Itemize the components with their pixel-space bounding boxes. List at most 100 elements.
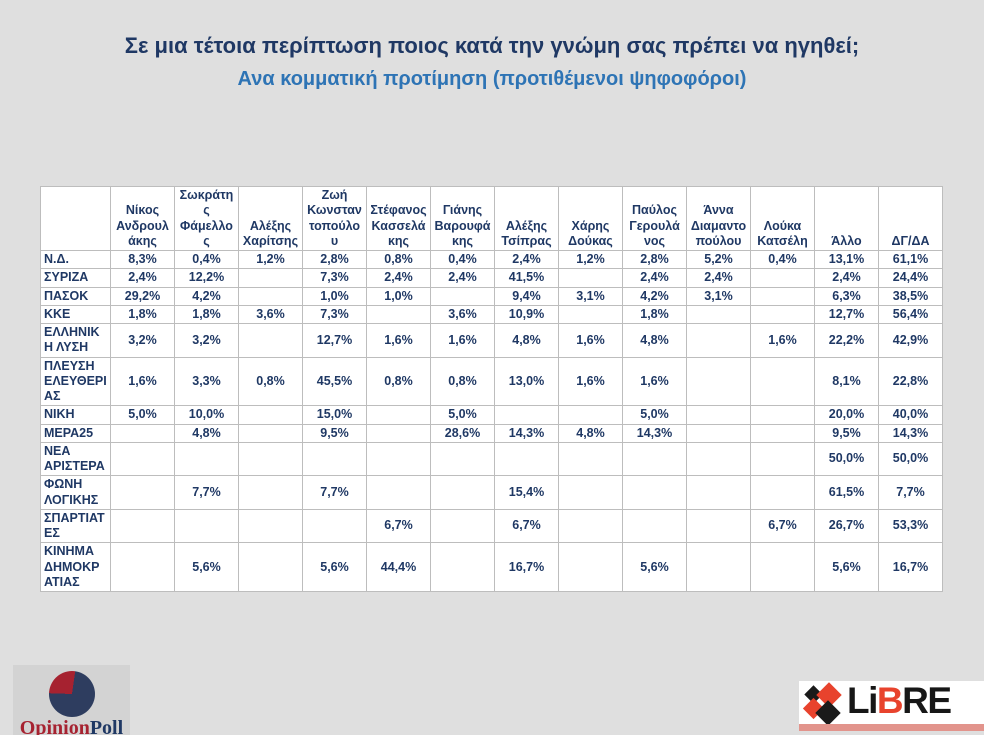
table-cell: 50,0% — [814, 441, 879, 477]
table-cell — [558, 304, 623, 325]
table-cell — [110, 441, 175, 477]
table-cell — [558, 441, 623, 477]
table-cell: 6,7% — [494, 508, 559, 544]
table-cell — [750, 423, 815, 443]
table-cell: 24,4% — [878, 268, 943, 288]
table-cell — [302, 508, 367, 544]
table-cell — [238, 286, 303, 306]
table-cell: 41,5% — [494, 268, 559, 288]
row-label-10: ΣΠΑΡΤΙΑΤΕΣ — [40, 508, 111, 544]
table-cell — [174, 508, 239, 544]
table-cell: 5,2% — [686, 249, 751, 270]
table-cell — [366, 475, 431, 510]
table-cell — [622, 475, 687, 510]
table-row-11: ΚΙΝΗΜΑ ΔΗΜΟΚΡΑΤΙΑΣ 5,6% 5,6% 44,4% 16,7% 5,6%… — [40, 542, 943, 592]
table-cell — [558, 508, 623, 544]
header-cell-0: Νίκος Ανδρουλάκης — [110, 186, 175, 251]
table-cell: 44,4% — [366, 542, 431, 592]
table-cell: 26,7% — [814, 508, 879, 544]
table-cell — [366, 405, 431, 425]
opinion-poll-wordmark-poll: Poll — [89, 717, 124, 735]
header-cell-4: Στέφανος Κασσελάκης — [366, 186, 431, 251]
table-cell: 10,0% — [174, 405, 239, 425]
table-cell: 2,4% — [366, 268, 431, 288]
table-cell — [750, 304, 815, 325]
header-cell-6: Αλέξης Τσίπρας — [494, 186, 559, 251]
table-cell: 2,4% — [430, 268, 495, 288]
table-cell: 5,6% — [622, 542, 687, 592]
page-title: Σε μια τέτοια περίπτωση ποιος κατά την γ… — [124, 33, 860, 58]
table-cell: 1,2% — [558, 249, 623, 270]
table-cell: 5,0% — [430, 405, 495, 425]
table-cell: 14,3% — [622, 423, 687, 443]
table-cell: 4,2% — [622, 286, 687, 306]
table-cell: 5,6% — [302, 542, 367, 592]
table-row-5: ΠΛΕΥΣΗ ΕΛΕΥΘΕΡΙΑΣ 1,6% 3,3% 0,8% 45,5% 0,8% 0,… — [40, 356, 943, 407]
table-cell: 0,4% — [750, 249, 815, 270]
table-cell — [238, 268, 303, 288]
table-cell: 8,3% — [110, 249, 175, 270]
opinion-poll-logo: OpinionPoll — [13, 665, 130, 735]
table-cell — [174, 441, 239, 477]
table-cell: 3,3% — [174, 356, 239, 407]
header-cell-7: Χάρης Δούκας — [558, 186, 623, 251]
table-row-0: Ν.Δ. 8,3% 0,4% 1,2% 2,8% 0,8% 0,4% 2,4% 1,2% 2,8%… — [40, 249, 943, 270]
table-cell — [110, 542, 175, 592]
header-cell-3: Ζωή Κωνσταντοπούλου — [302, 186, 367, 251]
table-cell: 5,6% — [174, 542, 239, 592]
row-label-0: Ν.Δ. — [40, 249, 111, 270]
table-cell: 38,5% — [878, 286, 943, 306]
table-cell: 8,1% — [814, 356, 879, 407]
table-cell: 3,6% — [430, 304, 495, 325]
table-cell — [238, 405, 303, 425]
table-cell — [238, 542, 303, 592]
table-cell: 2,4% — [814, 268, 879, 288]
table-cell: 7,7% — [174, 475, 239, 510]
header-cell-8: Παύλος Γερουλάνος — [622, 186, 687, 251]
table-cell — [686, 441, 751, 477]
table-cell: 4,2% — [174, 286, 239, 306]
table-cell: 61,5% — [814, 475, 879, 510]
table-cell: 1,6% — [366, 323, 431, 358]
table-cell: 9,4% — [494, 286, 559, 306]
table-cell: 16,7% — [878, 542, 943, 592]
table-cell: 1,6% — [430, 323, 495, 358]
table-row-9: ΦΩΝΗ ΛΟΓΙΚΗΣ 7,7% 7,7% 15,4% 61,5% 7,7% — [40, 475, 943, 510]
table-cell: 13,0% — [494, 356, 559, 407]
table-cell: 7,3% — [302, 268, 367, 288]
table-cell: 7,7% — [302, 475, 367, 510]
row-label-3: ΚΚΕ — [40, 304, 111, 325]
table-cell: 6,7% — [750, 508, 815, 544]
table-cell — [238, 508, 303, 544]
table-cell — [750, 268, 815, 288]
opinion-poll-wordmark-opinion: Opinion — [19, 717, 90, 735]
libre-wordmark-b: B — [876, 681, 904, 721]
table-header-row: Νίκος Ανδρουλάκης Σωκράτης Φάμελλος Αλέξης… — [40, 186, 943, 251]
table-cell: 10,9% — [494, 304, 559, 325]
table-cell: 3,2% — [174, 323, 239, 358]
row-label-7: ΜΕΡΑ25 — [40, 423, 111, 443]
table-cell: 14,3% — [494, 423, 559, 443]
table-cell — [238, 475, 303, 510]
table-row-2: ΠΑΣΟΚ 29,2% 4,2% 1,0% 1,0% 9,4% 3,1% 4,2% 3,1% 6,… — [40, 286, 943, 306]
table-cell: 1,6% — [110, 356, 175, 407]
table-cell — [110, 423, 175, 443]
table-cell — [430, 508, 495, 544]
row-label-5: ΠΛΕΥΣΗ ΕΛΕΥΘΕΡΙΑΣ — [40, 356, 111, 407]
table-cell: 1,8% — [174, 304, 239, 325]
table-cell — [686, 542, 751, 592]
table-cell: 3,2% — [110, 323, 175, 358]
table-cell: 0,8% — [238, 356, 303, 407]
table-cell — [686, 475, 751, 510]
table-cell: 2,4% — [622, 268, 687, 288]
table-cell: 1,6% — [558, 356, 623, 407]
table-cell: 1,6% — [558, 323, 623, 358]
table-cell — [494, 441, 559, 477]
table-cell — [558, 475, 623, 510]
header-corner-cell — [40, 186, 111, 251]
table-cell: 1,0% — [302, 286, 367, 306]
header-cell-12: ΔΓ/ΔΑ — [878, 186, 943, 251]
table-cell: 50,0% — [878, 441, 943, 477]
table-cell: 1,6% — [622, 356, 687, 407]
table-cell — [430, 542, 495, 592]
